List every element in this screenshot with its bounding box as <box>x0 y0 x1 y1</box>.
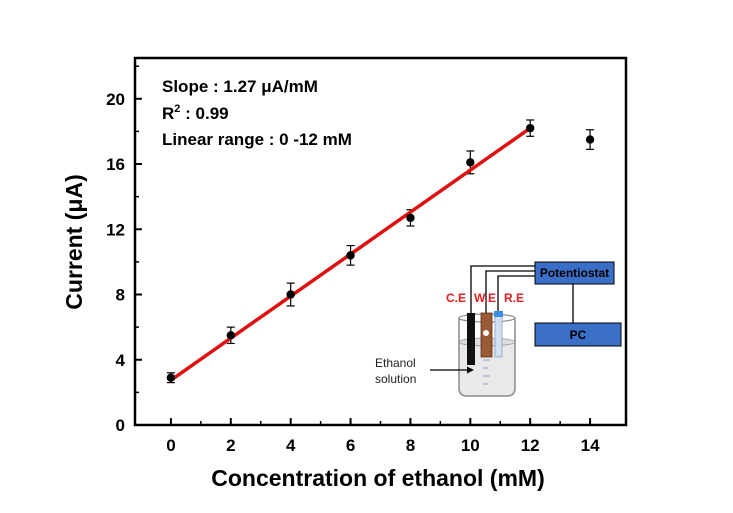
data-point <box>406 213 415 223</box>
y-tick-label: 4 <box>116 351 126 370</box>
x-tick-label: 10 <box>461 436 480 455</box>
r2-annotation: R2 : 0.99 <box>162 103 229 123</box>
pc-box <box>534 322 622 347</box>
slope-annotation: Slope : 1.27 μA/mM <box>162 77 318 96</box>
x-tick-label: 4 <box>286 436 296 455</box>
y-tick-label: 8 <box>116 286 125 305</box>
working-electrode-tip <box>483 330 489 336</box>
data-point <box>466 158 475 167</box>
data-point <box>585 135 595 144</box>
setup-schematic: Potentiostat PC C.E W.E R.E Ethanol solu… <box>375 261 622 397</box>
y-tick-label: 20 <box>106 90 125 109</box>
data-point <box>525 123 535 133</box>
y-tick-label: 12 <box>106 220 125 239</box>
plot-frame <box>133 56 628 427</box>
x-tick-label: 8 <box>406 436 415 455</box>
counter-electrode <box>467 313 475 365</box>
data-point <box>286 290 295 299</box>
reference-electrode <box>494 312 503 358</box>
beaker-graduations <box>483 359 490 385</box>
reference-electrode-cap <box>494 311 503 317</box>
r2-prefix: R <box>162 104 174 123</box>
x-tick-label: 14 <box>581 436 600 455</box>
pc-label: PC <box>570 328 587 342</box>
ce-label: C.E <box>446 291 466 305</box>
r2-suffix: : 0.99 <box>180 104 228 123</box>
data-points <box>166 123 595 382</box>
potentiostat-label: Potentiostat <box>540 266 609 280</box>
potentiostat-box <box>534 261 615 285</box>
r2-superscript: 2 <box>174 103 180 115</box>
x-axis-title: Concentration of ethanol (mM) <box>211 465 544 491</box>
wire-ce <box>470 265 535 313</box>
we-label: W.E <box>474 291 496 305</box>
data-point <box>226 331 236 340</box>
re-label: R.E <box>504 291 524 305</box>
wire-we <box>485 270 535 313</box>
y-tick-label: 16 <box>106 155 125 174</box>
x-tick-label: 0 <box>166 436 175 455</box>
y-axis-title: Current (μA) <box>61 174 87 309</box>
data-point <box>346 251 355 260</box>
y-tick-label: 0 <box>116 416 125 435</box>
beaker <box>458 318 516 397</box>
x-tick-labels: 0 2 4 6 8 10 12 14 <box>166 436 600 455</box>
x-tick-label: 6 <box>346 436 355 455</box>
solution-arrow-head <box>467 366 474 374</box>
solution-label-line2: solution <box>375 372 416 386</box>
error-bars <box>166 119 595 384</box>
x-tick-label: 2 <box>226 436 235 455</box>
data-point <box>166 373 176 382</box>
linear-range-annotation: Linear range : 0 -12 mM <box>162 130 352 149</box>
x-tick-label: 12 <box>521 436 540 455</box>
y-tick-labels: 0 4 8 12 16 20 <box>106 90 125 435</box>
solution-label-line1: Ethanol <box>375 356 416 370</box>
wire-re <box>497 275 535 313</box>
